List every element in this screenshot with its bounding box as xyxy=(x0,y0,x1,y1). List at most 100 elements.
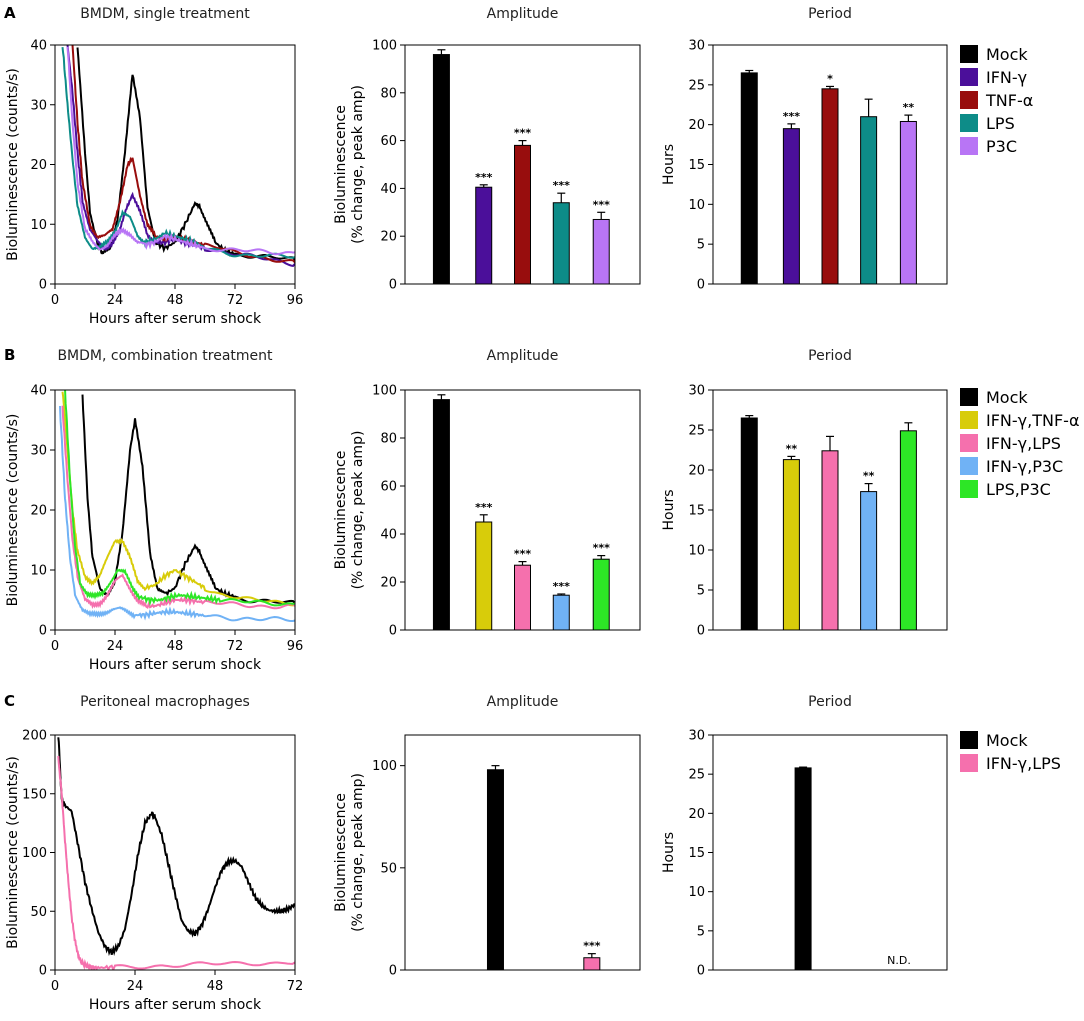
significance-ifn-p3c: *** xyxy=(553,580,571,593)
B-trace-ytick-label: 40 xyxy=(30,384,47,399)
C-amp-ytick-label: 50 xyxy=(380,861,397,876)
panel-label-B: B xyxy=(4,346,15,364)
significance-ifn-p3c: ** xyxy=(863,470,875,483)
C-per-frame xyxy=(712,734,948,971)
B-amp-ytick-label: 40 xyxy=(380,528,397,543)
y-axis-label: Bioluminescence(% change, peak amp) xyxy=(333,85,366,244)
bar-lps-p3c xyxy=(592,558,610,631)
legend-label-p3c: P3C xyxy=(986,137,1017,156)
legend-swatch-ifn-p3c xyxy=(960,457,978,475)
significance-ifn-: *** xyxy=(475,171,493,184)
A-trace-ytick-label: 40 xyxy=(30,39,47,54)
A-amp-frame xyxy=(404,44,641,285)
A-trace-xtick-label: 0 xyxy=(51,293,59,308)
series-line-ifn-lps xyxy=(61,405,295,610)
A-trace-xtick-label: 24 xyxy=(107,293,124,308)
bar-ifn- xyxy=(782,128,800,285)
y-axis-label-line-1: Bioluminescence xyxy=(333,451,349,570)
B-amp-ytick-label: 60 xyxy=(380,480,397,495)
C-trace-frame xyxy=(54,734,296,971)
series-line-ifn-lps xyxy=(57,755,295,970)
y-axis-label-line-2: (% change, peak amp) xyxy=(350,773,366,932)
chart-title: Amplitude xyxy=(487,6,559,22)
y-axis-label-line-1: Bioluminescence xyxy=(333,793,349,912)
bar-ifn- xyxy=(475,186,493,285)
series-line-mock xyxy=(76,47,295,261)
chart-A-trace: BMDM, single treatment 0 10 20 30 40 0 24 48 72 96… xyxy=(5,6,303,327)
A-per-ytick-label: 30 xyxy=(688,39,705,54)
C-trace-xtick-label: 24 xyxy=(127,979,144,994)
chart-title: Period xyxy=(808,694,852,710)
significance-ifn-tnf-: *** xyxy=(475,501,493,514)
B-trace-xtick-label: 48 xyxy=(167,639,184,654)
bar-lps-p3c xyxy=(899,430,917,631)
bar-mock xyxy=(740,72,758,285)
A-trace-ytick-label: 10 xyxy=(30,218,47,233)
B-trace-ytick-label: 30 xyxy=(30,444,47,459)
chart-C-trace: Peritoneal macrophages 0 50 100 150 200 0 24 48 7… xyxy=(5,694,303,1013)
B-per-ytick-label: 30 xyxy=(688,384,705,399)
bar-tnf- xyxy=(514,144,531,285)
B-amp-frame xyxy=(404,389,641,631)
x-axis-label: Hours after serum shock xyxy=(89,657,262,673)
chart-B-per: Period ** ** 0 5 10 15 20 25 30 Hours xyxy=(661,348,948,639)
significance-tnf-: *** xyxy=(514,127,532,140)
legend-swatch-mock xyxy=(960,731,978,749)
series-line-mock xyxy=(57,737,295,957)
legend-label-tnf-: TNF-α xyxy=(985,91,1033,110)
A-per-ytick-label: 20 xyxy=(688,118,705,133)
C-trace-xtick-label: 48 xyxy=(207,979,224,994)
C-per-ytick-label: 0 xyxy=(697,964,705,979)
chart-title: Period xyxy=(808,348,852,364)
chart-C-amp: Amplitude *** 0 50 100 Bioluminescence(% chan… xyxy=(333,694,641,979)
B-per-ytick-label: 10 xyxy=(688,544,705,559)
legend-label-ifn-tnf-: IFN-γ,TNF-α xyxy=(986,411,1079,430)
legend-swatch-ifn-lps xyxy=(960,434,978,452)
A-per-ytick-label: 15 xyxy=(688,158,705,173)
bar-mock xyxy=(432,399,450,631)
B-amp-ytick-label: 100 xyxy=(372,384,397,399)
y-axis-label: Bioluminescence (counts/s) xyxy=(5,68,21,261)
legend-label-mock: Mock xyxy=(986,388,1028,407)
legend-label-mock: Mock xyxy=(986,45,1028,64)
significance-lps: *** xyxy=(553,179,571,192)
A-per-ytick-label: 10 xyxy=(688,198,705,213)
A-trace-xtick-label: 48 xyxy=(167,293,184,308)
B-trace-xtick-label: 0 xyxy=(51,639,59,654)
legend-swatch-ifn- xyxy=(960,68,978,86)
bar-ifn-lps xyxy=(583,957,601,971)
bar-p3c xyxy=(899,120,917,285)
bar-ifn-p3c xyxy=(860,491,878,631)
y-axis-label-line-2: (% change, peak amp) xyxy=(350,85,366,244)
y-axis-label: Bioluminescence (counts/s) xyxy=(5,756,21,949)
bar-tnf- xyxy=(821,88,839,285)
bar-ifn-p3c xyxy=(552,594,570,631)
C-per-ytick-label: 20 xyxy=(688,807,705,822)
y-axis-label: Hours xyxy=(661,144,677,185)
significance-ifn-: *** xyxy=(783,110,801,123)
C-trace-ytick-label: 150 xyxy=(22,787,47,802)
B-per-ytick-label: 20 xyxy=(688,464,705,479)
significance-ifn-lps: *** xyxy=(514,548,532,561)
legend-swatch-tnf- xyxy=(960,91,978,109)
bar-ifn-lps xyxy=(821,450,839,631)
bar-mock xyxy=(486,769,504,971)
significance-ifn-lps: *** xyxy=(583,940,601,953)
chart-title: Period xyxy=(808,6,852,22)
A-amp-ytick-label: 40 xyxy=(380,182,397,197)
C-trace-ytick-label: 50 xyxy=(30,905,47,920)
B-per-ytick-label: 25 xyxy=(688,424,705,439)
y-axis-label-line-2: (% change, peak amp) xyxy=(350,431,366,590)
legend-swatch-ifn-lps xyxy=(960,754,978,772)
bar-annotation-ifn-lps: N.D. xyxy=(887,954,911,967)
C-trace-ytick-label: 0 xyxy=(39,964,47,979)
chart-B-trace: BMDM, combination treatment 0 10 20 30 40 0 24 4… xyxy=(5,348,303,673)
significance-p3c: *** xyxy=(593,198,611,211)
y-axis-label-line-1: Bioluminescence xyxy=(333,105,349,224)
panel-label-A: A xyxy=(4,4,16,22)
chart-title: Amplitude xyxy=(487,348,559,364)
y-axis-label: Bioluminescence (counts/s) xyxy=(5,414,21,607)
chart-A-amp: Amplitude *** *** *** *** 0 20 40 60 80 100 Biolumi… xyxy=(333,6,641,293)
